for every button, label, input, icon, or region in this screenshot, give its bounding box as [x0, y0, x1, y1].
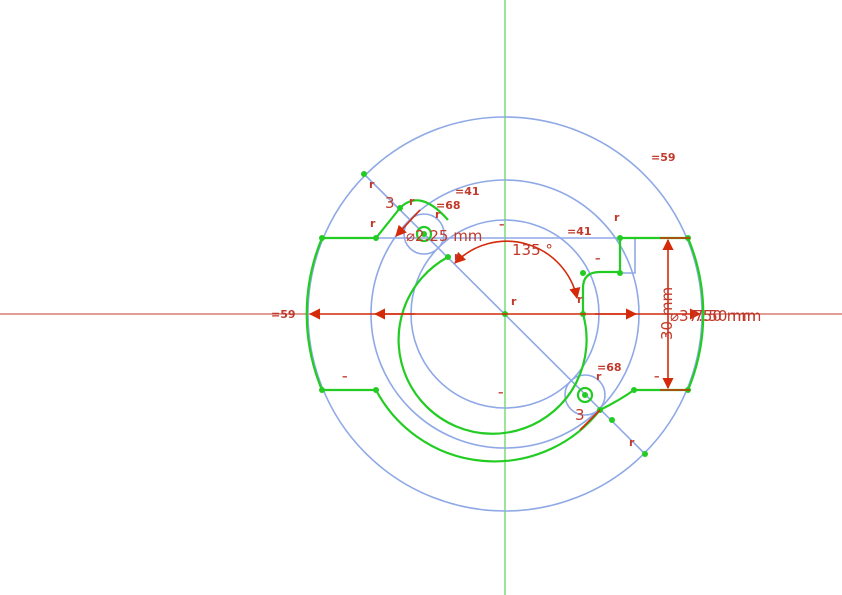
profile-slot-fillet[interactable]: [581, 238, 622, 314]
coincident-constraint-icon[interactable]: r: [629, 436, 635, 449]
tangent-constraint-icon[interactable]: 3: [575, 406, 585, 424]
profile-outer-arc-right[interactable]: [686, 237, 705, 391]
angle-dimension-label[interactable]: 135 °: [512, 241, 553, 259]
coincident-constraint-icon[interactable]: r: [614, 211, 620, 224]
profile-small-circle-top[interactable]: [415, 225, 433, 243]
coincident-constraint-icon[interactable]: r: [409, 195, 415, 208]
coincident-constraint-icon[interactable]: r: [596, 370, 602, 383]
small-diameter-label[interactable]: ⌀2.25 mm: [406, 227, 482, 245]
angle-dimension-arc[interactable]: [454, 240, 581, 300]
small-diameter-leader[interactable]: [395, 209, 421, 237]
profile-lower-arc[interactable]: [375, 389, 601, 463]
equal-constraint-41-right[interactable]: =41: [567, 225, 592, 238]
horizontal-constraint-icon[interactable]: –: [342, 370, 348, 383]
coincident-constraint-icon[interactable]: r: [577, 293, 583, 306]
outer-diameter-label-overlap[interactable]: 7.50 mm: [694, 307, 761, 325]
coincident-constraint-icon[interactable]: r: [370, 217, 376, 230]
horizontal-constraint-icon[interactable]: –: [499, 218, 505, 231]
equal-constraint-59-top[interactable]: =59: [651, 151, 676, 164]
horizontal-constraint-icon[interactable]: –: [654, 370, 660, 383]
profile-outer-arc-left[interactable]: [305, 237, 324, 391]
tangent-leader-bottom[interactable]: [579, 409, 601, 431]
coincident-constraint-icon[interactable]: r: [369, 178, 375, 191]
coincident-constraint-icon[interactable]: r: [511, 295, 517, 308]
profile-top-hump[interactable]: [399, 199, 449, 221]
construction-circle-small-bottom[interactable]: [564, 374, 606, 416]
construction-circle-outer[interactable]: [307, 116, 703, 512]
height-dimension-label[interactable]: 30 mm: [658, 287, 676, 340]
profile-hump-left[interactable]: [375, 207, 401, 239]
horizontal-constraint-icon[interactable]: –: [595, 252, 601, 265]
coincident-constraint-icon[interactable]: r: [454, 250, 460, 263]
tangent-constraint-icon[interactable]: 3: [385, 194, 395, 212]
equal-constraint-59-left[interactable]: =59: [271, 308, 296, 321]
outer-diameter-label[interactable]: ⌀37.50 mm: [670, 307, 756, 325]
equal-constraint-68-top[interactable]: =68: [436, 199, 461, 212]
construction-slot[interactable]: [619, 237, 636, 274]
equal-constraint-68-bottom[interactable]: =68: [597, 361, 622, 374]
coincident-constraint-icon[interactable]: r: [435, 208, 441, 221]
profile-inner-arc[interactable]: [397, 256, 588, 435]
horizontal-constraint-icon[interactable]: –: [498, 386, 504, 399]
profile-small-circle-bottom[interactable]: [576, 386, 594, 404]
equal-constraint-41-top[interactable]: =41: [455, 185, 480, 198]
